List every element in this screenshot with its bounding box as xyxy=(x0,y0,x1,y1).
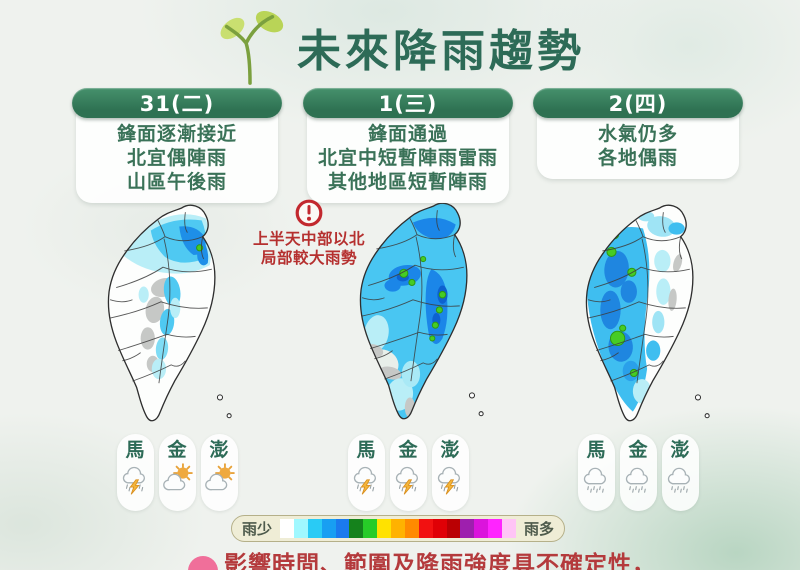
island-forecast: 澎 xyxy=(661,434,699,511)
island-forecast: 澎 xyxy=(431,434,469,511)
rain-icon xyxy=(621,462,655,496)
legend-color-cell xyxy=(474,519,489,538)
page-title: 未來降雨趨勢 xyxy=(297,26,585,77)
legend-color-cell xyxy=(363,519,378,538)
heavy-rain-warning: 上半天中部以北 局部較大雨勢 xyxy=(240,198,378,268)
footer-disclaimer: 影響時間、範圍及降雨強度具不確定性， xyxy=(224,552,656,570)
warning-text-line: 局部較大雨勢 xyxy=(260,249,357,267)
forecast-column-day1: 31(二) 鋒面逐漸接近 北宜偶陣雨 山區午後雨 xyxy=(72,88,282,203)
island-label: 澎 xyxy=(440,439,460,461)
forecast-line: 其他地區短暫陣雨 xyxy=(327,171,488,193)
legend-color-cell xyxy=(502,519,516,538)
date-header-day2: 1(三) xyxy=(303,88,513,118)
island-forecast: 澎 xyxy=(200,434,238,511)
thunderstorm-icon xyxy=(391,462,425,496)
taiwan-rain-map-day1 xyxy=(107,204,232,422)
forecast-summary-day1: 鋒面逐漸接近 北宜偶陣雨 山區午後雨 xyxy=(76,102,278,203)
taiwan-rain-map-day3 xyxy=(585,204,710,422)
legend-color-cell xyxy=(391,519,405,538)
forecast-column-day3: 2(四) 水氣仍多 各地偶雨 xyxy=(533,88,743,179)
taiwan-rain-map-day2 xyxy=(359,202,484,420)
island-label: 金 xyxy=(167,439,187,461)
thunderstorm-icon xyxy=(118,462,152,496)
island-forecast: 馬 xyxy=(577,434,615,511)
island-label: 金 xyxy=(398,439,418,461)
forecast-line: 山區午後雨 xyxy=(126,171,227,193)
rain-icon xyxy=(579,462,613,496)
legend-color-cell xyxy=(377,519,392,538)
partly-cloudy-icon xyxy=(202,462,236,496)
legend-label-less: 雨少 xyxy=(242,520,273,538)
forecast-line: 水氣仍多 xyxy=(597,123,678,145)
partly-cloudy-icon xyxy=(160,462,194,496)
island-label: 金 xyxy=(628,439,648,461)
date-header-day1: 31(二) xyxy=(72,88,282,118)
thunderstorm-icon xyxy=(433,462,467,496)
island-forecast: 金 xyxy=(389,434,427,511)
island-label: 馬 xyxy=(586,439,606,461)
header: 未來降雨趨勢 xyxy=(0,8,800,86)
island-label: 馬 xyxy=(356,439,376,461)
forecast-summary-day2: 鋒面通過 北宜中短暫陣雨雷雨 其他地區短暫陣雨 xyxy=(307,102,509,203)
rain-colorbar xyxy=(280,519,516,538)
islands-row-day1: 馬 金 澎 xyxy=(72,434,282,511)
legend-color-cell xyxy=(349,519,364,538)
forecast-line: 北宜偶陣雨 xyxy=(126,147,227,169)
sprout-icon xyxy=(220,10,284,85)
islands-row-day3: 馬 金 澎 xyxy=(533,434,743,511)
legend-color-cell xyxy=(488,519,503,538)
warning-text-line: 上半天中部以北 xyxy=(252,230,365,248)
forecast-line: 北宜中短暫陣雨雷雨 xyxy=(317,147,498,169)
legend-color-cell xyxy=(404,519,419,538)
legend-color-cell xyxy=(418,519,433,538)
legend-color-cell xyxy=(446,519,461,538)
island-forecast: 馬 xyxy=(347,434,385,511)
legend-color-cell xyxy=(307,519,322,538)
islands-row-day2: 馬 金 澎 xyxy=(303,434,513,511)
legend-color-cell xyxy=(293,519,308,538)
legend-color-cell xyxy=(460,519,475,538)
island-label: 澎 xyxy=(209,439,229,461)
thunderstorm-icon xyxy=(349,462,383,496)
legend-color-cell xyxy=(321,519,336,538)
island-forecast: 馬 xyxy=(116,434,154,511)
island-forecast: 金 xyxy=(158,434,196,511)
rain-icon xyxy=(663,462,697,496)
legend-color-cell xyxy=(432,519,447,538)
rain-intensity-legend: 雨少 雨多 xyxy=(231,515,565,542)
island-forecast: 金 xyxy=(619,434,657,511)
island-label: 澎 xyxy=(670,439,690,461)
forecast-column-day2: 1(三) 鋒面通過 北宜中短暫陣雨雷雨 其他地區短暫陣雨 xyxy=(303,88,513,203)
forecast-line: 鋒面逐漸接近 xyxy=(116,123,237,145)
legend-label-more: 雨多 xyxy=(523,520,554,538)
date-header-day3: 2(四) xyxy=(533,88,743,118)
exclamation-icon xyxy=(295,199,323,227)
footer-bullet-icon xyxy=(188,556,218,570)
island-label: 馬 xyxy=(125,439,145,461)
legend-color-cell xyxy=(280,519,294,538)
forecast-line: 各地偶雨 xyxy=(597,147,678,169)
legend-color-cell xyxy=(335,519,350,538)
forecast-line: 鋒面通過 xyxy=(367,123,448,145)
